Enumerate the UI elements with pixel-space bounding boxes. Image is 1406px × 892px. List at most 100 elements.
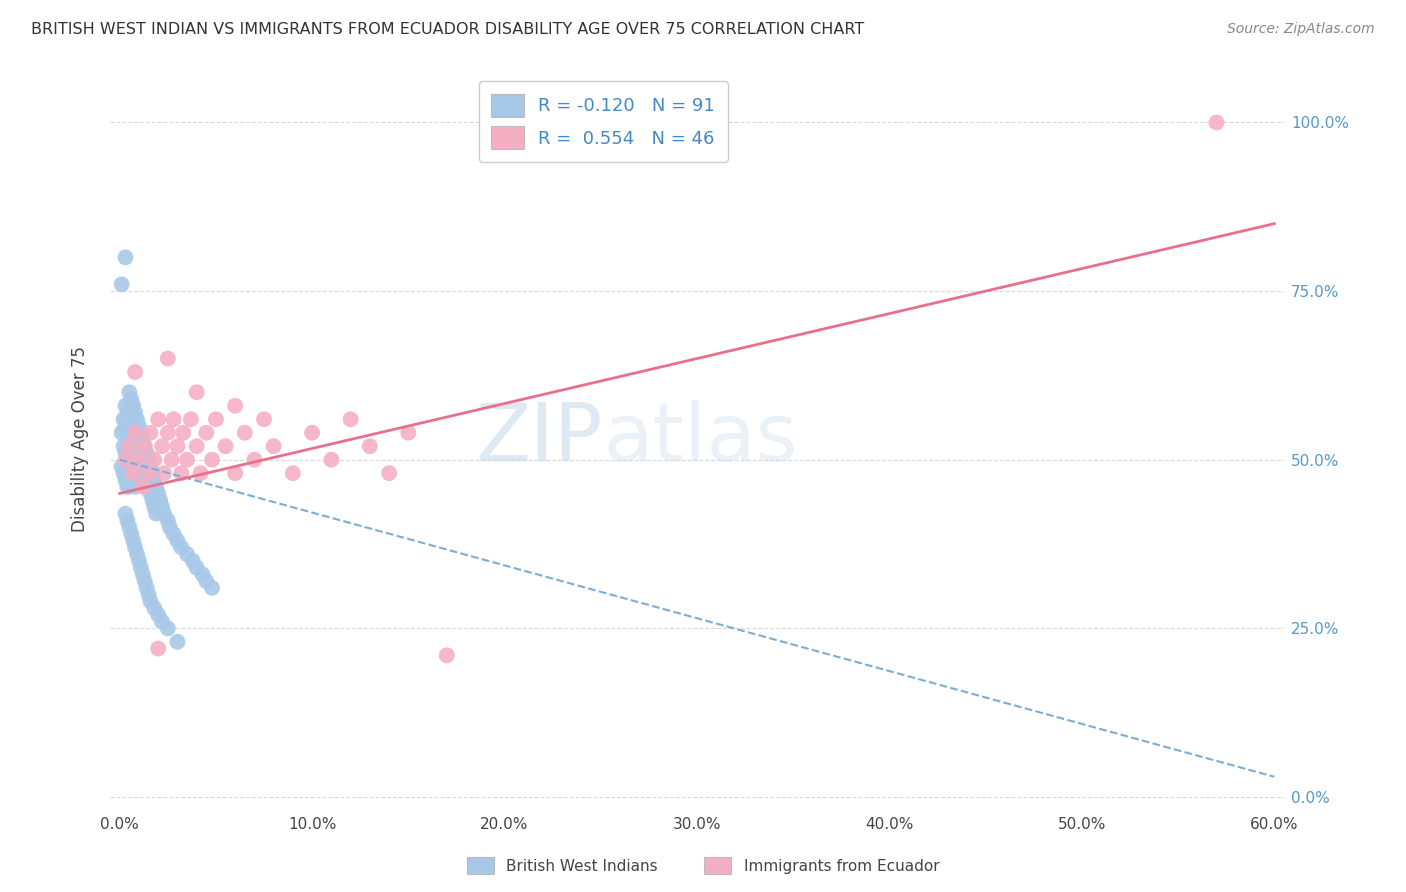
Point <box>153 467 176 481</box>
Point <box>148 486 170 500</box>
Point <box>135 473 157 487</box>
Point <box>153 507 176 521</box>
Point <box>201 581 224 595</box>
Point <box>224 399 246 413</box>
Point <box>150 615 173 629</box>
Point <box>162 527 184 541</box>
Point <box>166 635 188 649</box>
Point <box>129 425 152 440</box>
Point <box>224 467 246 481</box>
Point <box>124 425 146 440</box>
Point <box>186 439 208 453</box>
Point <box>138 480 160 494</box>
Point <box>128 439 150 453</box>
Point <box>135 581 157 595</box>
Point <box>120 392 142 406</box>
Point <box>143 473 166 487</box>
Point <box>114 251 136 265</box>
Point <box>176 452 198 467</box>
Point <box>359 439 381 453</box>
Point <box>378 467 401 481</box>
Point <box>148 641 170 656</box>
Point <box>118 480 141 494</box>
Point <box>160 452 183 467</box>
Point <box>150 439 173 453</box>
Point <box>436 648 458 663</box>
Point <box>114 399 136 413</box>
Point <box>145 480 167 494</box>
Point <box>166 439 188 453</box>
Point <box>214 439 236 453</box>
Point <box>396 425 419 440</box>
Point <box>143 452 166 467</box>
Point <box>124 480 146 494</box>
Point <box>139 594 162 608</box>
Point <box>253 412 276 426</box>
Point <box>156 425 179 440</box>
Point <box>148 412 170 426</box>
Point <box>124 541 146 555</box>
Point <box>120 439 142 453</box>
Point <box>156 513 179 527</box>
Point <box>118 439 141 453</box>
Point <box>125 459 148 474</box>
Point <box>263 439 285 453</box>
Point <box>114 473 136 487</box>
Point <box>172 425 194 440</box>
Point <box>233 425 256 440</box>
Point <box>122 399 145 413</box>
Point <box>132 433 155 447</box>
Point <box>281 467 304 481</box>
Point <box>129 446 152 460</box>
Text: BRITISH WEST INDIAN VS IMMIGRANTS FROM ECUADOR DISABILITY AGE OVER 75 CORRELATIO: BRITISH WEST INDIAN VS IMMIGRANTS FROM E… <box>31 22 865 37</box>
Point <box>114 446 136 460</box>
Point <box>129 473 152 487</box>
Point <box>181 554 204 568</box>
Text: Source: ZipAtlas.com: Source: ZipAtlas.com <box>1227 22 1375 37</box>
Legend: R = -0.120   N = 91, R =  0.554   N = 46: R = -0.120 N = 91, R = 0.554 N = 46 <box>478 81 727 162</box>
Point <box>134 574 156 588</box>
Point <box>118 405 141 419</box>
Point <box>120 527 142 541</box>
Point <box>112 412 135 426</box>
Point <box>117 480 139 494</box>
Point <box>166 533 188 548</box>
Point <box>110 425 132 440</box>
Point <box>122 419 145 434</box>
Point <box>125 547 148 561</box>
Text: atlas: atlas <box>603 401 797 478</box>
Point <box>118 452 141 467</box>
Point <box>1205 115 1227 129</box>
Point <box>110 277 132 292</box>
Point <box>176 547 198 561</box>
Point <box>134 439 156 453</box>
Point <box>118 385 141 400</box>
Point <box>139 459 162 474</box>
Point <box>159 520 181 534</box>
Point <box>162 412 184 426</box>
Point <box>112 439 135 453</box>
Point <box>170 467 193 481</box>
Point <box>128 467 150 481</box>
Point <box>124 425 146 440</box>
Point <box>138 467 160 481</box>
Point <box>124 405 146 419</box>
Text: ZIP: ZIP <box>475 401 603 478</box>
Point <box>191 567 214 582</box>
Point <box>114 507 136 521</box>
Point <box>301 425 323 440</box>
Point <box>149 493 172 508</box>
Point <box>128 554 150 568</box>
Point <box>134 467 156 481</box>
Point <box>132 567 155 582</box>
Point <box>205 412 228 426</box>
Point <box>129 560 152 574</box>
Point <box>117 425 139 440</box>
Point <box>190 467 212 481</box>
Point <box>120 467 142 481</box>
Point <box>110 459 132 474</box>
Legend: British West Indians, Immigrants from Ecuador: British West Indians, Immigrants from Ec… <box>461 851 945 880</box>
Point <box>138 588 160 602</box>
Point <box>122 473 145 487</box>
Point <box>186 560 208 574</box>
